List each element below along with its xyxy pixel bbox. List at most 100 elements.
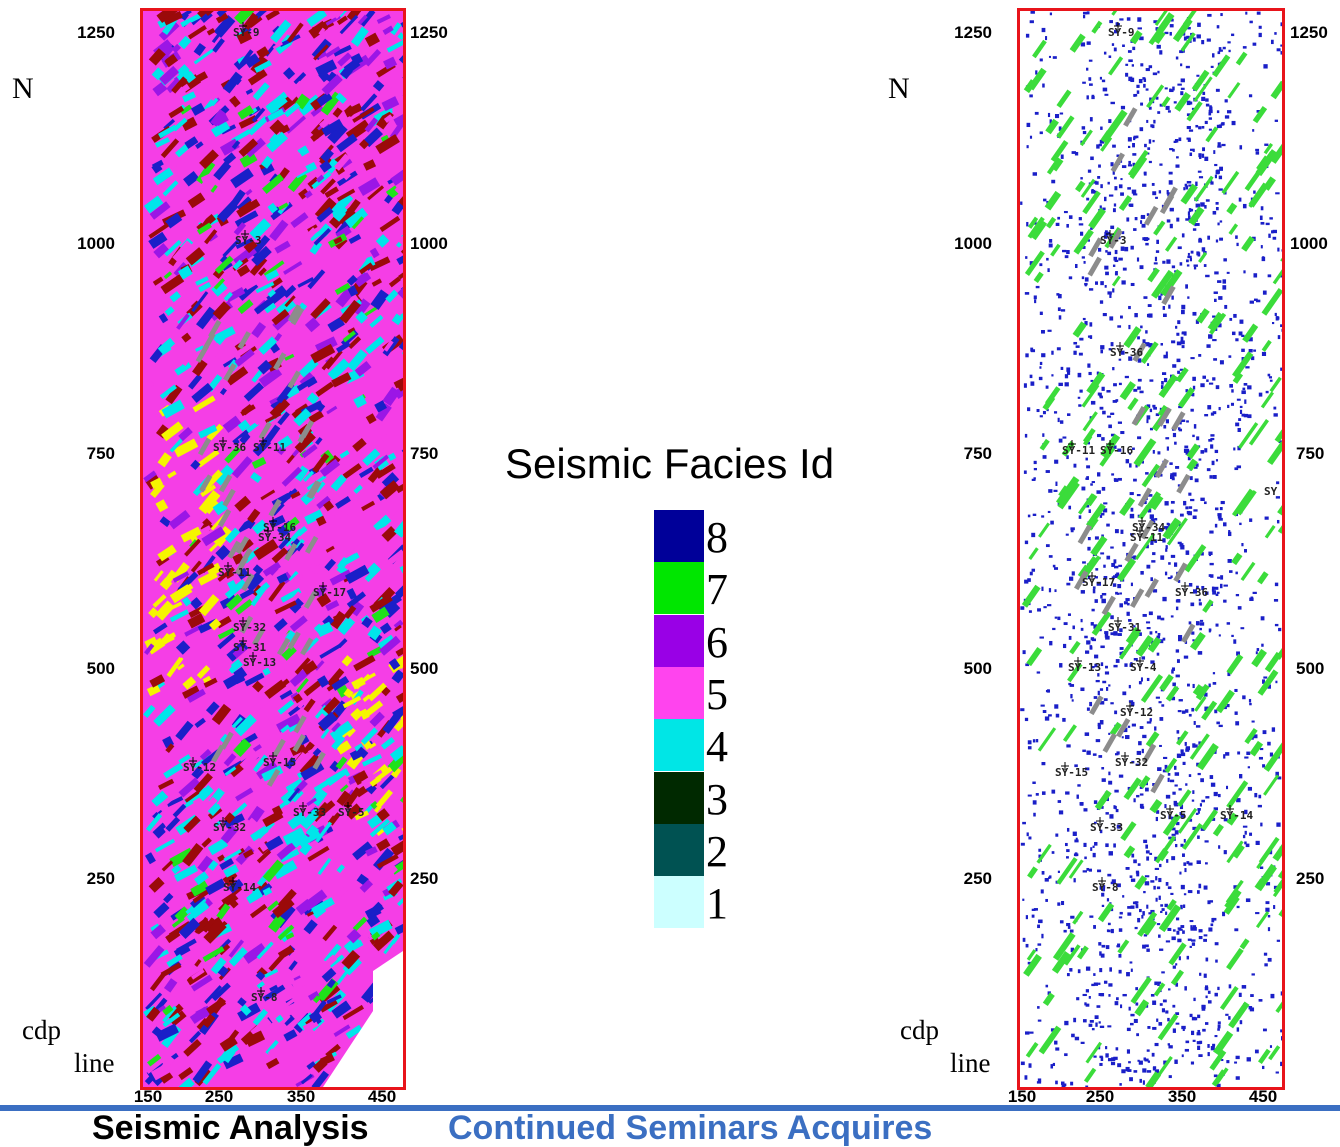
facies-dot: [1087, 41, 1091, 44]
facies-dot: [1233, 314, 1236, 318]
facies-streak: [1177, 789, 1191, 807]
y-tick-left: 1000: [55, 235, 115, 252]
facies-dot: [1108, 733, 1110, 735]
facies-dot: [1276, 822, 1280, 826]
facies-dot: [1042, 84, 1045, 88]
facies-dot: [1051, 351, 1053, 355]
facies-dot: [1272, 727, 1275, 731]
facies-dot: [1252, 973, 1255, 975]
facies-streak: [1134, 999, 1149, 1016]
facies-dot: [1098, 983, 1100, 985]
y-tick-left: 1250: [55, 24, 115, 41]
facies-dot: [1143, 296, 1147, 299]
facies-dot: [1185, 506, 1188, 509]
facies-dot: [1072, 151, 1076, 154]
facies-dot: [1213, 411, 1217, 414]
facies-dot: [1171, 936, 1175, 940]
facies-dot: [1154, 982, 1157, 986]
facies-dot: [1138, 379, 1142, 382]
facies-dot: [1187, 256, 1191, 258]
facies-dot: [1143, 840, 1147, 843]
facies-dot: [1046, 386, 1049, 389]
facies-dot: [1205, 985, 1208, 989]
y-tick-right: 1250: [410, 24, 470, 41]
facies-dot: [1120, 912, 1123, 915]
facies-dot: [1263, 730, 1267, 734]
facies-dot: [1243, 826, 1247, 828]
facies-dot: [1129, 1077, 1133, 1081]
facies-dot: [1045, 899, 1048, 902]
facies-dot: [1039, 263, 1042, 266]
facies-dot: [1096, 680, 1100, 682]
facies-streak: [1227, 82, 1240, 99]
facies-dot: [1133, 859, 1137, 863]
facies-dot: [1204, 414, 1208, 416]
facies-dot: [1253, 592, 1257, 594]
line-label: line: [74, 1048, 115, 1079]
facies-streak: [1045, 119, 1059, 135]
facies-dot: [1094, 696, 1098, 699]
facies-dot: [1196, 436, 1199, 440]
facies-dot: [1133, 95, 1135, 97]
facies-dot: [1128, 77, 1132, 81]
facies-dot: [1054, 460, 1058, 464]
facies-dot: [1029, 94, 1032, 97]
facies-dot: [1140, 571, 1143, 575]
facies-dot: [1199, 458, 1202, 460]
facies-dot: [1073, 1018, 1076, 1022]
facies-dot: [1088, 77, 1091, 81]
facies-dot: [1266, 223, 1270, 225]
facies-dot: [1217, 223, 1219, 226]
facies-dot: [1055, 834, 1058, 837]
facies-dot: [1113, 383, 1117, 386]
facies-dot: [1123, 268, 1127, 271]
facies-dot: [1120, 1004, 1122, 1008]
facies-dot: [1119, 1083, 1121, 1086]
facies-dot: [1192, 942, 1195, 945]
facies-dot: [1098, 755, 1102, 758]
facies-dot: [1098, 248, 1101, 252]
facies-dot: [1070, 930, 1074, 933]
facies-dot: [1148, 304, 1152, 307]
facies-dot: [1215, 993, 1218, 997]
facies-dot: [1243, 46, 1247, 49]
facies-dot: [1172, 265, 1175, 268]
facies-dot: [1086, 989, 1089, 992]
facies-dot: [1199, 628, 1202, 630]
facies-streak: [1038, 727, 1056, 751]
facies-dot: [1160, 904, 1163, 906]
facies-dot: [1231, 389, 1233, 392]
facies-dot: [1209, 554, 1211, 557]
facies-dot: [1178, 542, 1182, 544]
facies-dot: [1204, 934, 1208, 936]
facies-dot: [1199, 176, 1203, 178]
facies-dot: [1105, 843, 1108, 847]
facies-dot: [1157, 887, 1160, 890]
facies-dot: [1140, 63, 1143, 66]
facies-dot: [1161, 618, 1165, 621]
facies-dot: [1259, 33, 1262, 37]
facies-dot: [1186, 420, 1189, 422]
facies-dot: [1137, 257, 1139, 261]
facies-dot: [1089, 915, 1093, 917]
facies-dot: [1281, 329, 1282, 332]
facies-dot: [1160, 911, 1162, 913]
facies-dot: [1165, 1010, 1168, 1013]
facies-dot: [1093, 846, 1095, 848]
facies-dot: [1126, 217, 1129, 221]
facies-dot: [1094, 842, 1097, 846]
facies-dot: [1170, 208, 1174, 212]
facies-dot: [1149, 611, 1153, 615]
facies-dot: [1108, 182, 1110, 185]
facies-dot: [1103, 313, 1107, 316]
facies-dot: [1137, 336, 1140, 339]
facies-dot: [1049, 239, 1052, 243]
facies-dot: [1216, 202, 1219, 205]
facies-dot: [1249, 21, 1252, 24]
facies-dot: [1269, 376, 1272, 378]
facies-dot: [1170, 32, 1172, 36]
facies-dot: [1066, 534, 1069, 536]
facies-dot: [1108, 425, 1112, 429]
facies-dot: [1194, 267, 1196, 270]
